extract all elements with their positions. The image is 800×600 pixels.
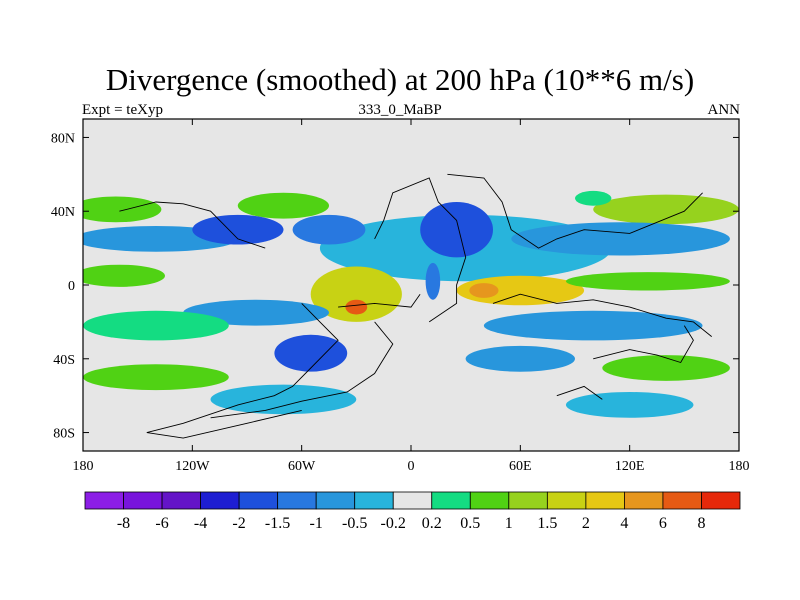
divergence-region-24: [210, 384, 357, 415]
colorbar-label: -2: [232, 515, 245, 532]
colorbar-swatch: [277, 491, 317, 510]
colorbar-swatch: [315, 491, 356, 510]
x-tick-label: 120W: [175, 459, 210, 474]
contour-field-layer: [83, 119, 739, 451]
colorbar-label: -1: [310, 515, 323, 532]
colorbar-label: 8: [698, 515, 706, 532]
coastline-7: [593, 325, 694, 364]
colorbar-swatch: [469, 491, 510, 510]
y-tick-label: 0: [68, 279, 75, 294]
divergence-region-3: [593, 194, 739, 225]
divergence-region-7: [292, 214, 366, 245]
divergence-region-9: [511, 222, 730, 256]
coastline-8: [556, 385, 603, 400]
colorbar-swatch: [701, 491, 741, 510]
colorbar-label: -0.2: [381, 515, 406, 532]
coastline-6: [492, 293, 712, 337]
y-tick-label: 80S: [53, 427, 75, 442]
divergence-region-14: [469, 283, 499, 298]
divergence-region-2: [237, 192, 329, 219]
colorbar-label: -4: [194, 515, 207, 532]
colorbar-swatch: [662, 491, 702, 510]
colorbar-label: 0.5: [460, 515, 480, 532]
colorbar-label: -8: [117, 515, 130, 532]
colorbar-label: -0.5: [342, 515, 367, 532]
y-axis: 80N 40N 0 40S 80S: [51, 131, 739, 442]
colorbar-swatch: [84, 491, 124, 510]
x-tick-label: 60E: [509, 459, 532, 474]
divergence-region-21: [465, 345, 575, 372]
colorbar-label: 1.5: [537, 515, 557, 532]
divergence-region-13: [456, 275, 585, 306]
colorbar-swatch: [200, 491, 240, 510]
colorbar-swatch: [238, 491, 279, 510]
x-tick-label: 60W: [288, 459, 316, 474]
colorbar-swatch: [123, 491, 163, 510]
x-tick-label: 120E: [615, 459, 645, 474]
x-tick-label: 180: [73, 459, 94, 474]
colorbar-label: -1.5: [265, 515, 290, 532]
colorbar-swatch: [508, 491, 548, 510]
plot-title: Divergence (smoothed) at 200 hPa (10**6 …: [105, 62, 695, 97]
x-tick-label: 0: [408, 459, 415, 474]
coastline-3: [374, 177, 467, 323]
divergence-region-12: [345, 299, 368, 315]
divergence-region-8: [420, 202, 493, 258]
divergence-region-15: [565, 272, 730, 291]
colorbar-swatch: [392, 491, 433, 510]
coastline-0: [119, 201, 266, 249]
y-tick-label: 40S: [53, 353, 75, 368]
coastline-layer: [119, 173, 712, 439]
coastline-1: [146, 303, 339, 439]
colorbar-label: -6: [155, 515, 168, 532]
colorbar-swatch: [161, 491, 201, 510]
divergence-region-20: [274, 334, 348, 372]
divergence-region-6: [192, 214, 284, 245]
colorbar-swatch: [624, 491, 664, 510]
divergence-region-4: [575, 190, 612, 206]
coastline-4: [447, 173, 703, 249]
season-label: ANN: [707, 102, 741, 118]
coastline-2: [210, 321, 394, 419]
divergence-region-11: [310, 266, 402, 322]
colorbar-label: 0.2: [422, 515, 442, 532]
colorbar-swatch: [431, 491, 471, 510]
divergence-region-16: [425, 262, 441, 300]
divergence-region-1: [83, 196, 162, 223]
divergence-region-18: [483, 310, 703, 341]
case-label: 333_0_MaBP: [358, 102, 442, 118]
coastline-5: [338, 293, 421, 308]
divergence-region-10: [83, 264, 165, 287]
divergence-region-25: [565, 392, 694, 418]
x-tick-label: 180: [729, 459, 750, 474]
y-tick-label: 40N: [51, 205, 75, 220]
divergence-region-19: [83, 310, 229, 341]
colorbar-swatch: [354, 491, 394, 510]
colorbar-label: 4: [620, 515, 628, 532]
colorbar-label: 1: [505, 515, 513, 532]
y-tick-label: 80N: [51, 131, 75, 146]
colorbar: -8 -6 -4 -2 -1.5 -1 -0.5 -0.2 0.2 0.5 1 1.5 2 4 6 8: [84, 491, 741, 532]
colorbar-swatch: [585, 491, 625, 510]
x-axis: 180 120W 60W 0 60E 120E 180: [73, 119, 750, 474]
divergence-region-22: [83, 364, 229, 391]
colorbar-label: 6: [659, 515, 667, 532]
colorbar-swatch: [546, 491, 587, 510]
divergence-region-23: [602, 355, 730, 381]
colorbar-label: 2: [582, 515, 590, 532]
experiment-label: Expt = teXyp: [82, 102, 163, 118]
